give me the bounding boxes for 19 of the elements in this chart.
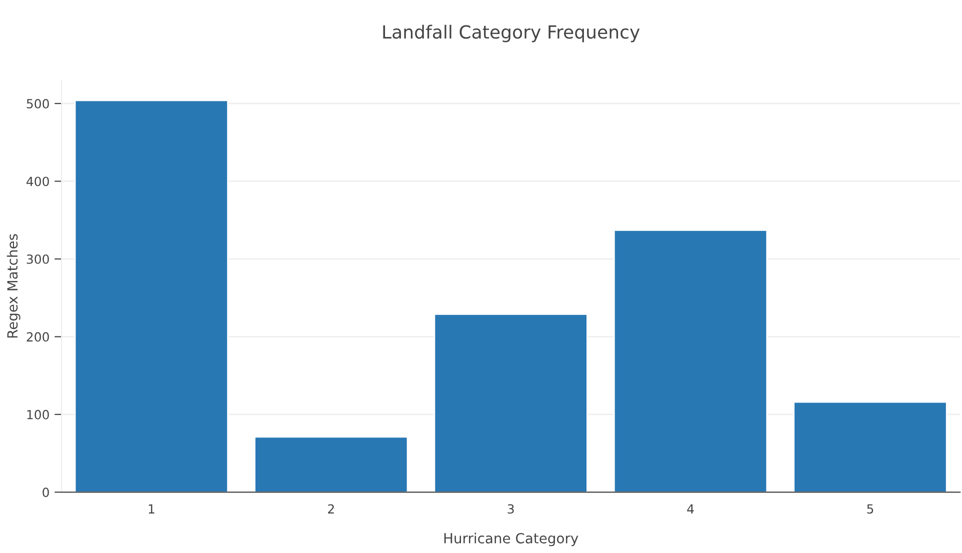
x-tick-label: 1 [148,504,154,514]
bar [254,436,408,492]
y-tick-label: 500 [26,98,49,108]
y-axis-title: Regex Matches [6,234,20,338]
x-tick-label: 4 [687,504,694,514]
y-tick-label: 200 [26,332,49,342]
x-tick-label: 3 [508,504,514,514]
y-tick-label: 400 [26,176,49,186]
bar [613,230,768,492]
chart-title: Landfall Category Frequency [383,24,640,42]
bar [434,313,588,492]
bar [74,100,228,492]
x-tick-label: 5 [867,504,874,514]
x-tick-label: 2 [328,504,334,514]
x-axis-title: Hurricane Category [444,532,578,546]
bar [793,401,948,492]
y-tick-label: 300 [26,254,49,264]
y-tick-label: 100 [27,410,49,420]
y-tick-label: 0 [42,488,49,498]
